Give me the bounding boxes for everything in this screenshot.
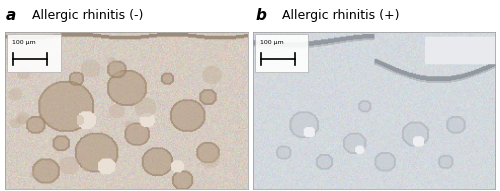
Text: Allergic rhinitis (+): Allergic rhinitis (+) [282,9,400,22]
Text: 100 μm: 100 μm [12,40,36,45]
FancyBboxPatch shape [255,34,308,72]
FancyBboxPatch shape [8,34,61,72]
Text: Allergic rhinitis (-): Allergic rhinitis (-) [32,9,144,22]
Text: a: a [6,8,16,23]
Text: b: b [256,8,267,23]
Text: 100 μm: 100 μm [260,40,283,45]
